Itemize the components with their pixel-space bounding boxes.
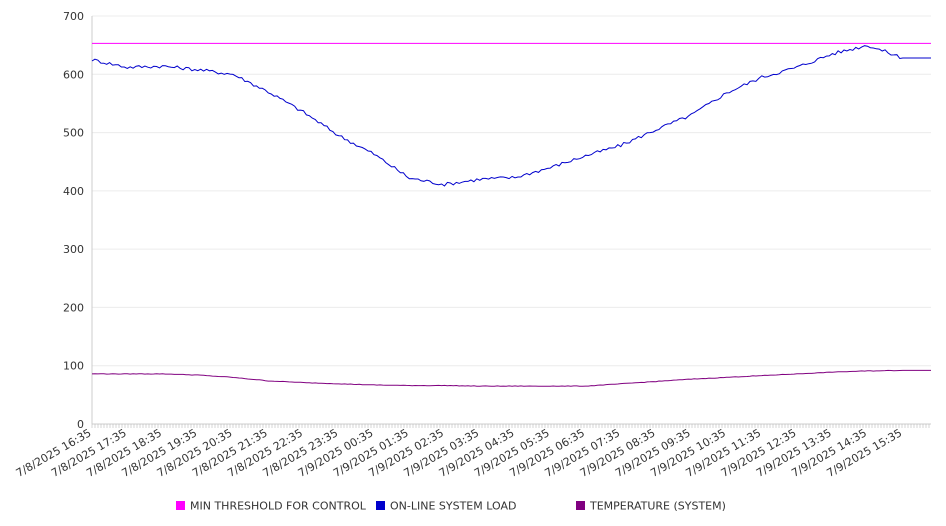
y-tick-label: 200 xyxy=(63,301,84,314)
legend-swatch xyxy=(576,501,585,510)
grid-lines xyxy=(92,15,931,425)
legend-swatch xyxy=(376,501,385,510)
series-line-3 xyxy=(91,369,931,387)
legend-label: MIN THRESHOLD FOR CONTROL xyxy=(190,500,367,513)
series-line-2 xyxy=(91,45,931,187)
series-lines xyxy=(91,42,931,387)
y-axis: 0 100 200 300 400 500 600 700 xyxy=(63,10,93,431)
legend-swatch xyxy=(176,501,185,510)
y-tick-label: 700 xyxy=(63,10,84,23)
y-tick-label: 500 xyxy=(63,127,84,140)
y-tick-label: 400 xyxy=(63,185,84,198)
x-axis: 7/8/2025 16:357/8/2025 17:357/8/2025 18:… xyxy=(14,423,931,480)
y-tick-label: 100 xyxy=(63,360,84,373)
legend: MIN THRESHOLD FOR CONTROL ON-LINE SYSTEM … xyxy=(176,500,726,513)
legend-label: ON-LINE SYSTEM LOAD xyxy=(390,500,516,513)
y-tick-label: 600 xyxy=(63,68,84,81)
y-tick-label: 300 xyxy=(63,243,84,256)
y-tick-label: 0 xyxy=(77,418,84,431)
legend-label: TEMPERATURE (SYSTEM) xyxy=(589,500,726,513)
